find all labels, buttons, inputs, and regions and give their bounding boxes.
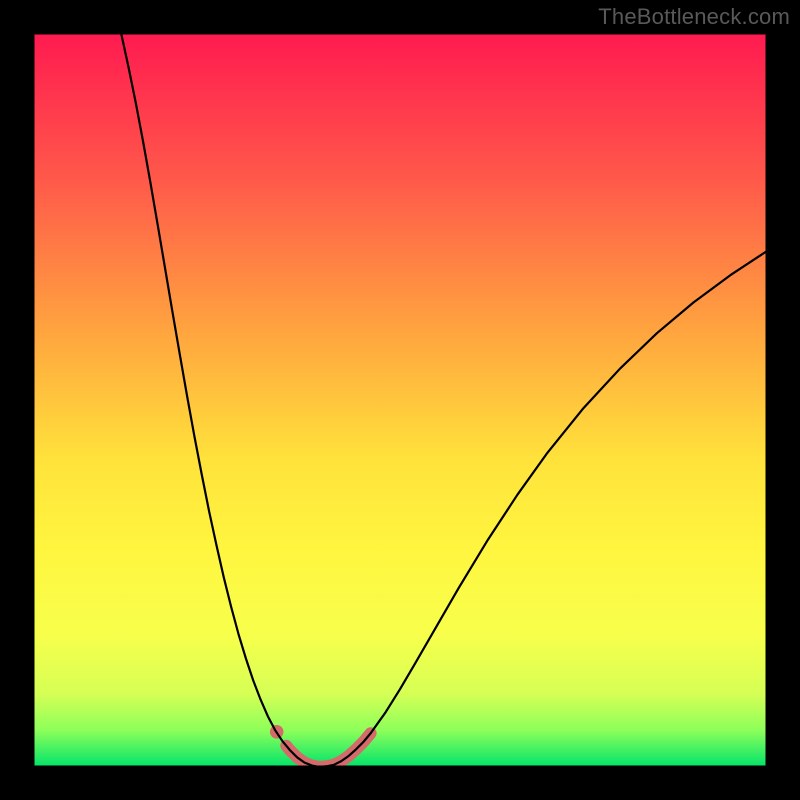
bottleneck-curve-chart (0, 0, 800, 800)
watermark-text: TheBottleneck.com (598, 4, 790, 30)
chart-stage: TheBottleneck.com (0, 0, 800, 800)
